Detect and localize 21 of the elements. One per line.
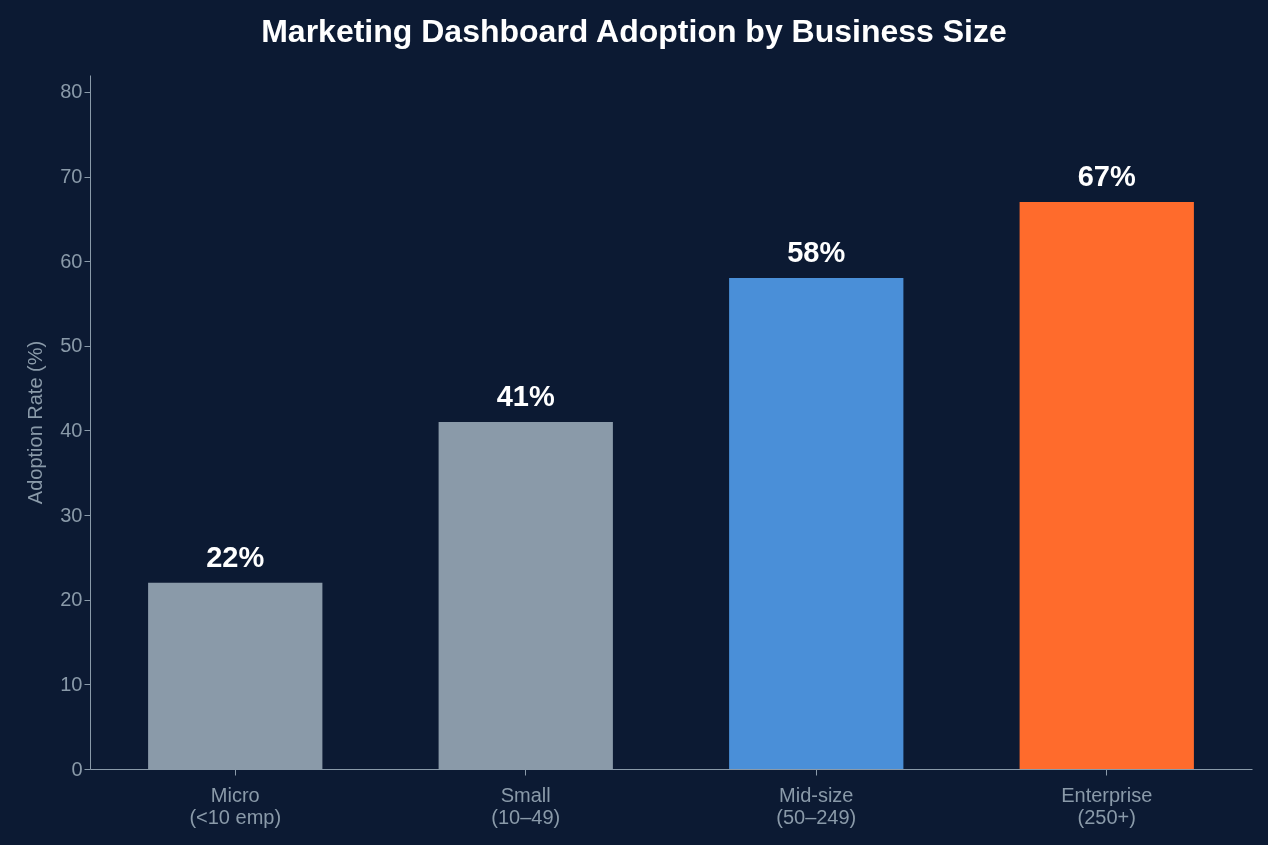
data-label: 22% [206,540,265,573]
y-tick-label: 80 [60,80,83,103]
x-tick-label: Small (10–49) [491,783,561,828]
y-tick-label: 60 [60,249,83,272]
x-tick-label: Micro (<10 emp) [189,783,282,828]
y-tick-label: 10 [60,672,83,695]
y-axis-title: Adoption Rate (%) [24,340,47,505]
y-tick-label: 30 [60,503,83,526]
y-tick-label: 0 [71,757,83,780]
y-tick-label: 70 [60,165,83,188]
data-label: 41% [496,380,555,412]
bar [729,278,904,769]
data-label: 58% [787,236,846,269]
x-tick-label: Mid-size (50–249) [776,783,857,828]
bar [1019,201,1194,769]
x-tick-label: Enterprise (250+) [1061,783,1153,828]
y-tick-label: 50 [60,334,83,357]
data-label: 67% [1077,159,1136,192]
y-tick-label: 20 [60,588,83,611]
chart-title: Marketing Dashboard Adoption by Business Size [261,13,1007,49]
y-tick-label: 40 [60,418,83,441]
